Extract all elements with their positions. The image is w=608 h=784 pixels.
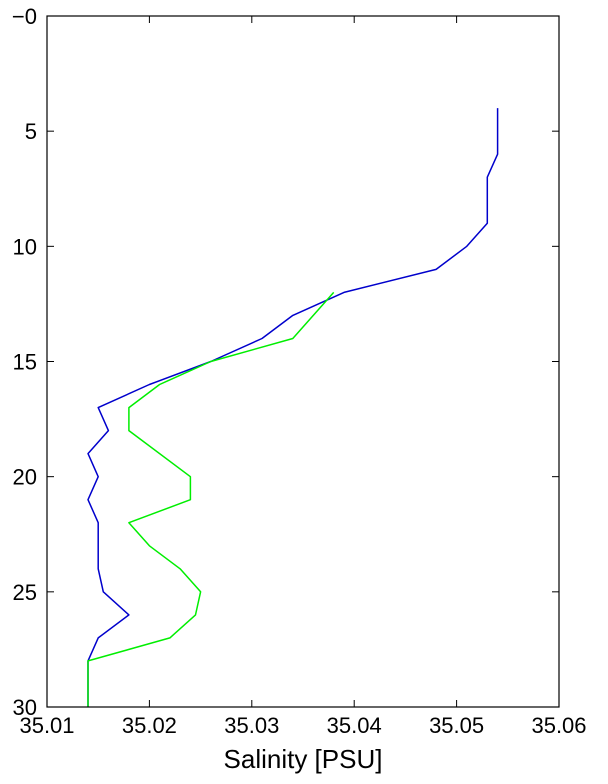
x-tick-labels: 35.01 35.02 35.03 35.04 35.05 35.06 <box>19 713 586 738</box>
x-tick-label: 35.02 <box>122 713 177 738</box>
y-tick-label: 15 <box>13 350 37 375</box>
y-tick-label: 20 <box>13 465 37 490</box>
x-tick-label: 35.01 <box>19 713 74 738</box>
series-layer <box>87 108 499 707</box>
y-tick-label: 25 <box>13 580 37 605</box>
series-line-0 <box>87 108 499 707</box>
x-axis-label: Salinity [PSU] <box>224 744 383 774</box>
tick-layer <box>46 15 560 708</box>
y-tick-labels: −0 5 10 15 20 25 30 <box>12 4 37 720</box>
x-tick-label: 35.03 <box>224 713 279 738</box>
series-line-1 <box>87 291 335 707</box>
y-tick-label: 10 <box>13 234 37 259</box>
y-tick-label: 5 <box>25 119 37 144</box>
x-tick-label: 35.04 <box>327 713 382 738</box>
plot-frame <box>46 15 560 708</box>
y-tick-label: 30 <box>13 695 37 720</box>
y-tick-label: −0 <box>12 4 37 29</box>
x-tick-label: 35.06 <box>531 713 586 738</box>
x-tick-label: 35.05 <box>429 713 484 738</box>
